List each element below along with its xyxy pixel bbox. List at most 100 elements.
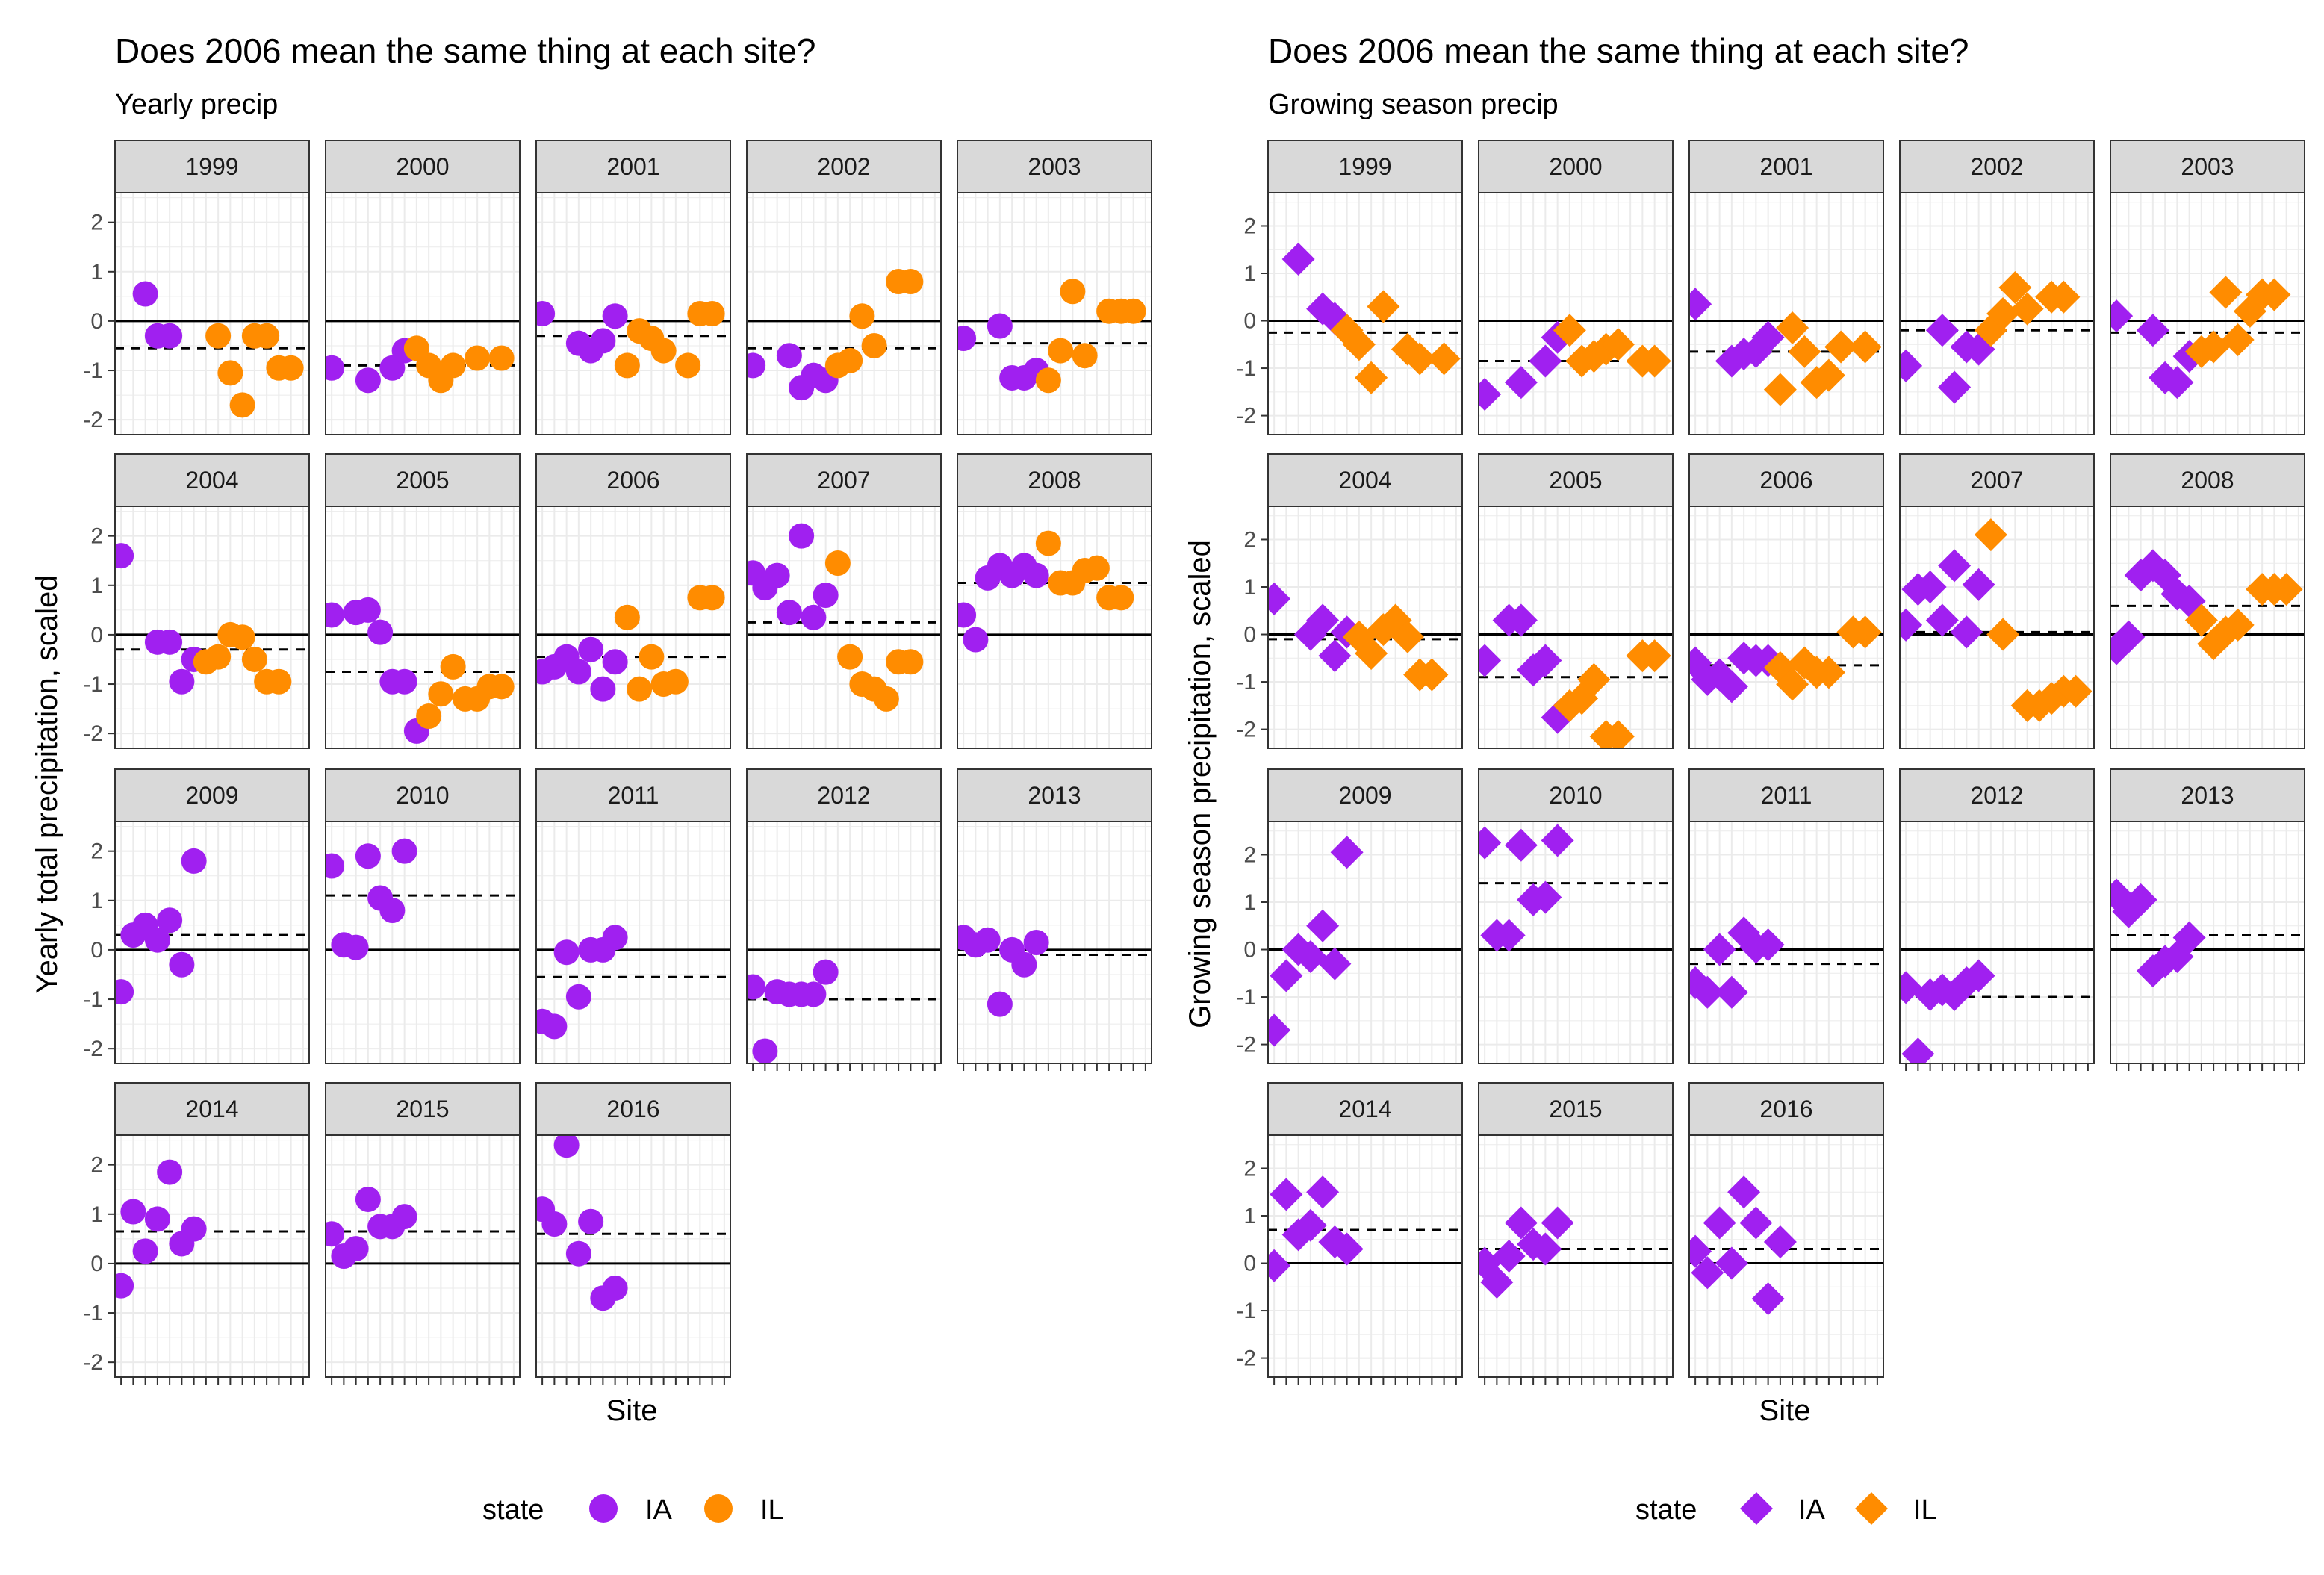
facet-strip [325,140,521,193]
facet-grid-lines [536,506,730,748]
data-point-il [614,352,640,379]
facet-border [1478,821,1674,1064]
data-point-ia [1962,959,1995,992]
y-tick-label: 0 [1243,1252,1256,1276]
left-facet-2007: 2007 [746,453,942,749]
facet-points [957,530,1134,653]
right-facet-2005: 2005 [1478,453,1674,749]
facet-strip-label: 2012 [817,782,870,809]
facet-points [326,838,417,960]
data-point-il [205,644,232,670]
facet-strip-label: 2007 [817,467,870,494]
data-point-ia [813,959,839,985]
facet-points [957,925,1049,1017]
data-point-ia [1913,571,1947,603]
data-point-il [2258,278,2291,311]
data-point-ia [987,313,1013,339]
data-point-il [217,360,243,386]
facet-strip [535,1082,731,1136]
data-point-ia [789,523,815,549]
facet-border [1478,506,1674,749]
data-point-il [1355,636,1388,670]
facet-border [535,821,731,1064]
data-point-ia [776,600,802,626]
data-point-ia [355,597,381,623]
left-facet-2008: 2008 [957,453,1152,749]
facet-strip-label: 2016 [1759,1096,1812,1122]
data-point-ia [565,659,591,685]
y-tick-label: 0 [90,1252,103,1276]
right-y-axis-title: Growing season precipitation, scaled [1184,540,1217,1028]
facet-grid-lines [536,821,730,1063]
facet-grid-lines [1689,1135,1883,1377]
data-point-ia [181,1216,207,1242]
facet-strip-label: 2010 [396,782,449,809]
facet-points [132,281,304,418]
facet-border [1899,506,2095,749]
facet-points [1479,603,1671,748]
facet-points [1689,615,1882,703]
data-point-ia [602,649,628,675]
facet-points [1268,1175,1364,1282]
facet-strip-label: 2007 [1970,467,2023,494]
right-facet-2004: 2004 -2 -1 0 1 2 [1236,453,1463,749]
right-facet-2009: 2009 -2 -1 0 1 2 [1236,768,1463,1064]
y-tick-label: 0 [90,309,103,334]
facet-border [1688,192,1884,435]
data-point-il [278,355,304,381]
facet-strip [1478,453,1674,507]
y-tick-label: -1 [1236,1299,1256,1323]
data-point-ia [1739,1206,1773,1240]
data-point-il [1355,361,1388,394]
data-point-ia [1925,314,1959,347]
facet-strip-label: 2006 [1759,467,1812,494]
facet-strip [1688,453,1884,507]
data-point-il [699,585,725,611]
data-point-ia [553,939,580,966]
facet-points [1900,959,1995,1063]
facet-strip-label: 2015 [396,1096,449,1122]
facet-panel [115,506,309,748]
data-point-il [440,352,466,379]
data-point-ia [1938,370,1972,404]
data-point-ia [1023,562,1049,588]
data-point-ia [1703,1206,1736,1240]
data-point-ia [115,543,134,569]
data-point-il [1986,297,2020,330]
right-legend-key-ia [1740,1492,1773,1525]
data-point-ia [1268,1013,1291,1047]
data-point-ia [764,562,790,588]
data-point-il [1120,298,1146,324]
facet-points [1689,1175,1797,1316]
facet-strip [1478,140,1674,193]
facet-strip [1688,140,1884,193]
data-point-ia [1900,349,1923,382]
data-point-il [1415,658,1449,692]
data-point-ia [1950,615,1983,649]
facet-grid-lines [115,821,309,1063]
facet-border [114,1134,310,1378]
data-point-ia [355,367,381,394]
y-tick-label: 1 [1243,261,1256,286]
right-facet-2006: 2006 [1688,453,1884,749]
facet-border [2110,192,2305,435]
data-point-ia [355,843,381,869]
data-point-ia [1529,1232,1562,1266]
data-point-ia [1901,1037,1935,1063]
data-point-ia [157,1159,183,1185]
facet-border [957,192,1152,435]
left-facet-2002: 2002 [746,140,942,435]
facet-strip-label: 2003 [2181,153,2234,180]
facet-border [325,506,521,749]
facet-points [326,1186,417,1269]
facet-points [1689,288,1882,406]
facet-points [1268,582,1449,692]
data-point-ia [1479,826,1502,860]
left-facet-2014: 2014 -2 -1 0 1 2 [83,1082,310,1385]
data-point-ia [1492,919,1526,952]
data-point-ia [590,328,616,354]
facet-grid-lines [957,506,1152,748]
left-facet-2005: 2005 [325,453,521,749]
data-point-ia [1689,288,1712,321]
